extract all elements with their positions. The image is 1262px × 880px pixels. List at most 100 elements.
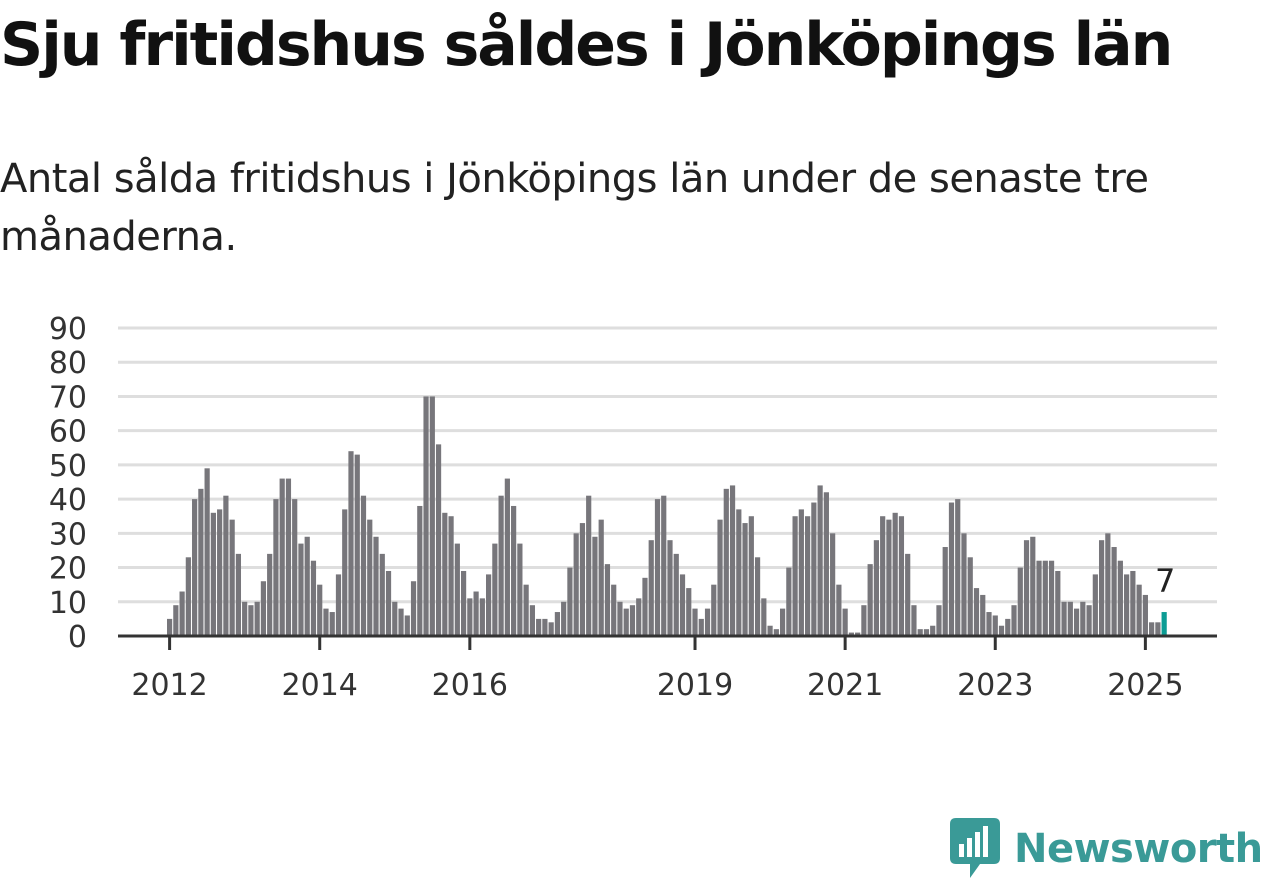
bar-81 xyxy=(598,519,604,636)
y-tick-label-30: 30 xyxy=(49,517,87,552)
bar-158 xyxy=(1080,601,1086,636)
bar-103 xyxy=(736,509,742,636)
bar-64 xyxy=(492,543,498,636)
bar-161 xyxy=(1098,540,1105,636)
bar-107 xyxy=(761,598,767,636)
bar-63 xyxy=(486,574,492,636)
bar-39 xyxy=(335,574,342,636)
bar-48 xyxy=(392,601,398,636)
bar-62 xyxy=(479,598,485,636)
bar-41 xyxy=(348,451,354,636)
bar-134 xyxy=(930,625,936,636)
bar-76 xyxy=(567,567,573,636)
bar-54 xyxy=(429,396,435,636)
bar-65 xyxy=(498,495,504,636)
bar-16 xyxy=(192,499,198,636)
bar-83 xyxy=(611,584,617,636)
bar-109 xyxy=(773,629,779,636)
bar-56 xyxy=(442,512,448,636)
bar-146 xyxy=(1005,618,1011,636)
bar-15 xyxy=(185,557,191,636)
bar-151 xyxy=(1036,560,1042,636)
bar-70 xyxy=(529,605,535,636)
bar-77 xyxy=(573,533,579,636)
bar-104 xyxy=(742,523,748,636)
bar-100 xyxy=(717,519,723,636)
bar-143 xyxy=(986,612,992,636)
bar-57 xyxy=(448,516,454,636)
bar-114 xyxy=(805,516,811,636)
bar-12 xyxy=(167,618,173,636)
y-tick-label-90: 90 xyxy=(49,312,87,347)
bar-120 xyxy=(842,608,848,636)
annotations: 7 xyxy=(1155,562,1175,600)
bar-61 xyxy=(473,591,479,636)
bar-37 xyxy=(323,608,329,636)
x-tick-label-2014: 2014 xyxy=(282,668,358,703)
bar-153 xyxy=(1048,560,1055,636)
bar-28 xyxy=(267,553,273,636)
bar-148 xyxy=(1017,567,1023,636)
bar-50 xyxy=(404,615,410,636)
bar-170 xyxy=(1155,622,1161,636)
newsworthy-logo: Newsworthy xyxy=(950,818,1262,880)
bar-40 xyxy=(342,509,348,636)
bar-132 xyxy=(917,629,923,636)
bar-105 xyxy=(748,516,754,636)
bar-162 xyxy=(1105,533,1111,636)
bar-60 xyxy=(467,598,473,636)
bar-51 xyxy=(410,581,417,636)
y-tick-label-20: 20 xyxy=(49,552,87,587)
bar-69 xyxy=(523,584,529,636)
bar-36 xyxy=(317,584,323,636)
bar-26 xyxy=(254,601,260,636)
bar-165 xyxy=(1124,574,1130,636)
bar-38 xyxy=(329,612,335,636)
x-tick-label-2019: 2019 xyxy=(657,668,733,703)
newsworthy-logo-text: Newsworthy xyxy=(1014,826,1262,872)
x-axis-labels: 2012 2014 2016 2019 2021 2023 2025 xyxy=(131,668,1183,703)
y-tick-label-50: 50 xyxy=(49,449,87,484)
bar-145 xyxy=(998,625,1005,636)
bar-93 xyxy=(673,553,679,636)
bar-126 xyxy=(880,516,886,636)
bar-97 xyxy=(698,618,704,636)
y-tick-label-70: 70 xyxy=(49,380,87,415)
bar-73 xyxy=(548,622,554,636)
bar-84 xyxy=(617,601,623,636)
bar-34 xyxy=(304,536,310,636)
bar-141 xyxy=(973,588,980,636)
bar-154 xyxy=(1055,570,1061,636)
bar-150 xyxy=(1030,536,1036,636)
bar-24 xyxy=(242,601,248,636)
bar-140 xyxy=(967,557,973,636)
bar-152 xyxy=(1042,560,1048,636)
bar-53 xyxy=(423,396,429,636)
bar-59 xyxy=(460,570,467,636)
bar-123 xyxy=(861,605,867,636)
bar-139 xyxy=(961,533,967,636)
value-label-latest: 7 xyxy=(1155,562,1175,600)
bar-99 xyxy=(711,584,717,636)
bar-66 xyxy=(504,478,510,636)
bar-122 xyxy=(855,632,861,636)
bar-127 xyxy=(886,519,892,636)
bar-133 xyxy=(923,629,930,636)
x-tick-label-2016: 2016 xyxy=(432,668,508,703)
bar-156 xyxy=(1067,601,1073,636)
bar-47 xyxy=(385,570,392,636)
bar-86 xyxy=(629,605,636,636)
bar-144 xyxy=(992,615,998,636)
bar-55 xyxy=(435,444,442,636)
bar-85 xyxy=(623,608,629,636)
bar-32 xyxy=(292,499,298,636)
y-tick-label-10: 10 xyxy=(49,586,87,621)
bar-89 xyxy=(648,540,654,636)
bar-49 xyxy=(398,608,404,636)
chart-subtitle: Antal sålda fritidshus i Jönköpings län … xyxy=(0,156,1149,260)
bar-163 xyxy=(1111,547,1117,636)
bar-20 xyxy=(217,509,223,636)
bar-149 xyxy=(1023,540,1030,636)
y-tick-label-80: 80 xyxy=(49,346,87,381)
